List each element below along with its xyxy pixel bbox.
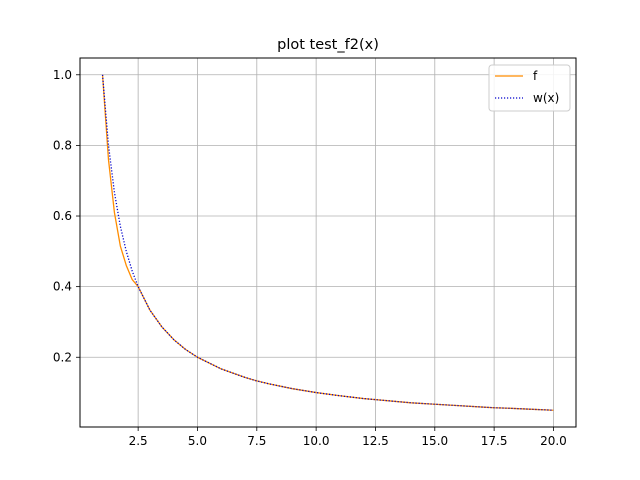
x-tick-label: 17.5 xyxy=(481,434,508,448)
y-tick-label: 0.2 xyxy=(53,350,72,364)
legend-label: f xyxy=(533,69,538,83)
grid xyxy=(80,58,576,427)
y-tick-label: 0.4 xyxy=(53,280,72,294)
legend-label: w(x) xyxy=(533,91,559,105)
x-tick-label: 15.0 xyxy=(421,434,448,448)
series-line-f xyxy=(101,74,554,411)
x-tick-label: 12.5 xyxy=(362,434,389,448)
x-tick-label: 2.5 xyxy=(129,434,148,448)
y-tick-label: 0.6 xyxy=(53,209,72,223)
x-tick-label: 5.0 xyxy=(188,434,207,448)
axes-frame xyxy=(79,57,577,428)
legend: f w(x) xyxy=(488,64,571,112)
x-tick-label: 10.0 xyxy=(303,434,330,448)
series-line-w xyxy=(101,74,554,411)
y-tick-label: 1.0 xyxy=(53,68,72,82)
axis-ticks: 2.5 5.0 7.5 10.0 12.5 15.0 17.5 20.0 0.2 0.4 0.6 0.… xyxy=(53,68,567,448)
y-tick-label: 0.8 xyxy=(53,138,72,152)
x-tick-label: 7.5 xyxy=(247,434,266,448)
x-tick-label: 20.0 xyxy=(540,434,567,448)
plot-lines xyxy=(101,74,554,411)
chart-title: plot test_f2(x) xyxy=(277,37,379,53)
